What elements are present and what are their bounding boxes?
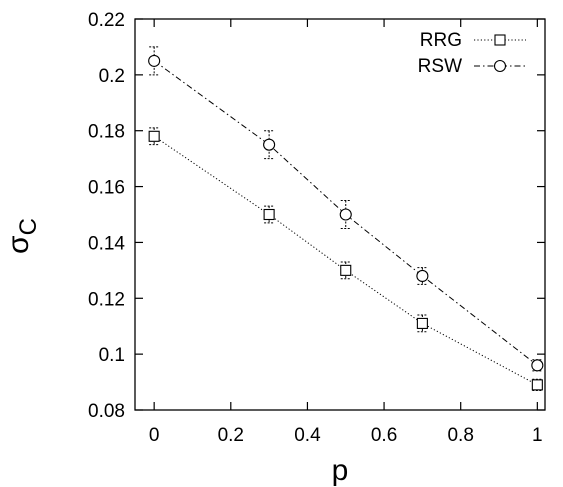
data-point-rrg xyxy=(531,379,543,391)
plot-frame xyxy=(134,18,546,411)
legend: RRG RSW xyxy=(418,30,526,77)
y-tick-label: 0.1 xyxy=(99,345,125,366)
axis-ticks xyxy=(135,18,545,411)
data-point-rrg xyxy=(416,317,428,329)
x-tick-label: 1 xyxy=(532,425,543,446)
y-axis-title: σC xyxy=(2,218,42,254)
data-point-rrg xyxy=(340,264,352,276)
data-point-rsw xyxy=(416,269,429,282)
legend-marker-rsw xyxy=(493,59,507,73)
data-point-rsw xyxy=(263,138,276,151)
series-line-rrg xyxy=(153,135,538,386)
y-tick-label: 0.08 xyxy=(88,401,125,422)
x-tick-label: 0.6 xyxy=(371,425,397,446)
data-point-rsw xyxy=(148,54,161,67)
data-point-rsw xyxy=(531,359,544,372)
y-axis-title-symbol: σ xyxy=(2,235,35,254)
y-tick-labels: 0.08 0.1 0.12 0.14 0.16 0.18 0.2 0.22 xyxy=(88,10,125,422)
data-point-rrg xyxy=(263,208,275,221)
x-axis-title: p xyxy=(332,454,349,487)
y-tick-label: 0.22 xyxy=(88,10,125,31)
x-tick-label: 0 xyxy=(149,425,160,446)
y-axis-title-subscript: C xyxy=(15,218,42,235)
x-tick-label: 0.2 xyxy=(218,425,244,446)
data-point-rsw xyxy=(339,208,352,221)
y-tick-label: 0.14 xyxy=(88,233,125,254)
legend-label-rrg: RRG xyxy=(420,30,462,51)
y-tick-label: 0.18 xyxy=(88,122,125,143)
y-tick-label: 0.2 xyxy=(99,66,125,87)
x-tick-labels: 0 0.2 0.4 0.6 0.8 1 xyxy=(149,425,543,446)
y-tick-label: 0.12 xyxy=(88,289,125,310)
legend-label-rsw: RSW xyxy=(418,56,462,77)
legend-marker-rrg xyxy=(494,34,506,46)
data-point-rrg xyxy=(148,130,160,142)
x-tick-label: 0.8 xyxy=(447,425,473,446)
y-tick-label: 0.16 xyxy=(88,178,125,199)
x-tick-label: 0.4 xyxy=(294,425,321,446)
data-markers xyxy=(148,54,544,391)
